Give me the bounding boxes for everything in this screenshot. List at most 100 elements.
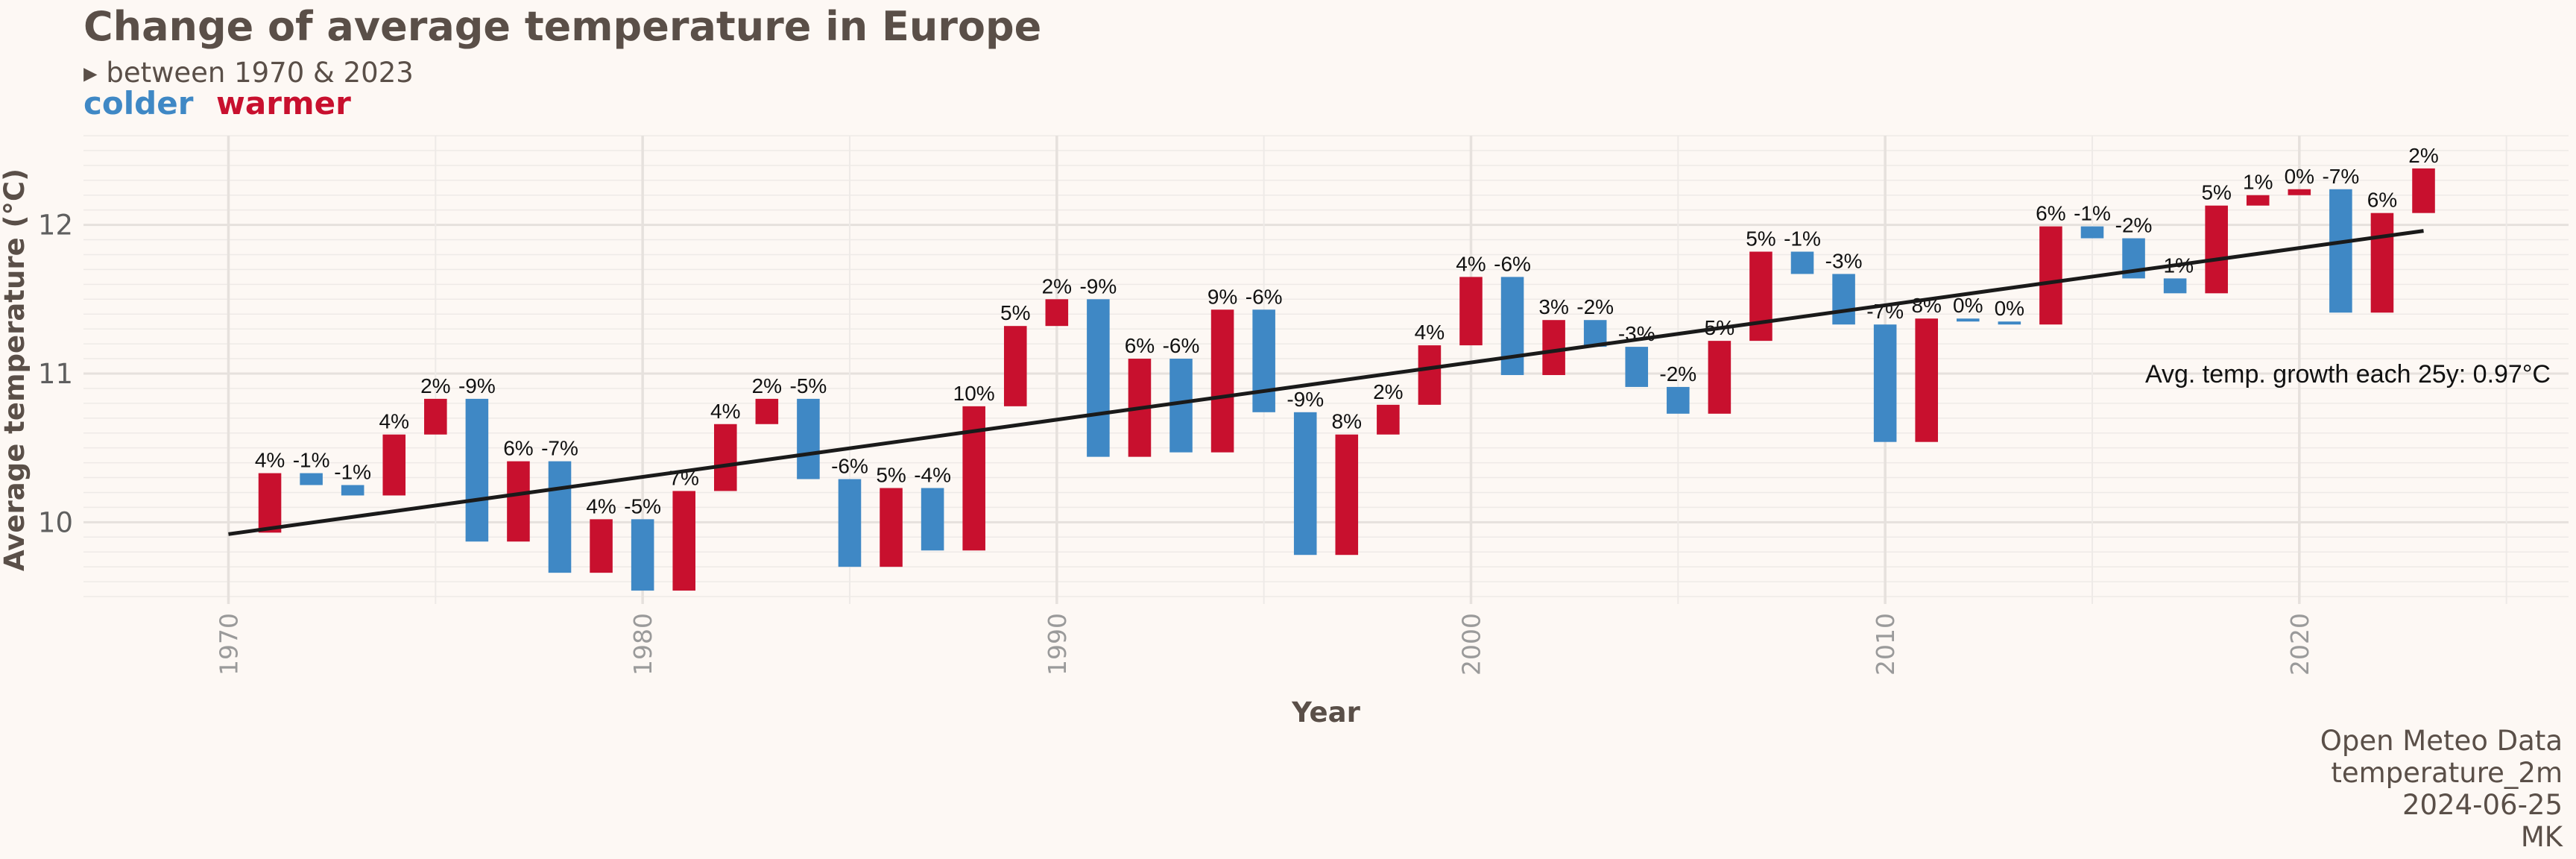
bar-1997 bbox=[1335, 434, 1359, 556]
bar-2004 bbox=[1625, 347, 1649, 387]
caption-source: Open Meteo Data bbox=[2320, 725, 2563, 757]
bar-label-1998: 2% bbox=[1373, 380, 1403, 403]
bar-2012 bbox=[1957, 318, 1980, 322]
bar-label-1989: 5% bbox=[1000, 301, 1030, 324]
bar-label-1975: 2% bbox=[420, 374, 450, 397]
bar-1995 bbox=[1252, 309, 1275, 412]
bar-label-2020: 0% bbox=[2285, 165, 2314, 188]
caption-date: 2024-06-25 bbox=[2402, 789, 2563, 821]
bar-1974 bbox=[382, 434, 406, 496]
y-tick-label-11: 11 bbox=[38, 358, 73, 390]
y-axis-title: Average temperature (°C) bbox=[0, 169, 31, 571]
bar-label-2007: 5% bbox=[1746, 227, 1775, 251]
bar-1973 bbox=[341, 485, 364, 496]
bar-1990 bbox=[1045, 299, 1069, 327]
bar-2000 bbox=[1459, 277, 1483, 346]
trend-line bbox=[228, 229, 2424, 536]
bar-label-2013: 0% bbox=[1995, 297, 2024, 320]
x-tick-label-2010: 2010 bbox=[1871, 613, 1900, 676]
bar-label-2018: 5% bbox=[2201, 181, 2231, 204]
bar-label-2015: -1% bbox=[2074, 202, 2111, 225]
bar-label-2022: 6% bbox=[2367, 189, 2397, 212]
bar-label-1996: -9% bbox=[1287, 388, 1324, 411]
legend-colder: colder bbox=[83, 85, 194, 122]
bar-1996 bbox=[1293, 412, 1317, 556]
bar-label-1977: 6% bbox=[503, 437, 533, 460]
bar-1989 bbox=[1003, 326, 1027, 406]
x-tick-label-1990: 1990 bbox=[1043, 613, 1072, 676]
bar-label-2021: -7% bbox=[2322, 165, 2359, 188]
bar-label-1987: -4% bbox=[914, 463, 951, 486]
bar-1979 bbox=[590, 519, 613, 573]
bar-1994 bbox=[1210, 309, 1234, 453]
x-tick-label-1970: 1970 bbox=[214, 613, 243, 676]
source-caption: Open Meteo Data temperature_2m 2024-06-2… bbox=[2320, 725, 2563, 853]
x-tick-label-1980: 1980 bbox=[628, 613, 657, 676]
bar-label-2003: -2% bbox=[1576, 295, 1614, 318]
bar-2003 bbox=[1583, 320, 1607, 347]
legend: colder warmer bbox=[83, 85, 363, 122]
bar-2023 bbox=[2412, 168, 2435, 213]
bar-1976 bbox=[465, 398, 489, 542]
bar-label-1980: -5% bbox=[624, 494, 661, 517]
bar-2021 bbox=[2329, 189, 2352, 313]
bar-label-1982: 4% bbox=[710, 400, 740, 423]
bar-label-2012: 0% bbox=[1953, 294, 1983, 317]
bar-label-2009: -3% bbox=[1825, 249, 1863, 272]
bar-1987 bbox=[921, 488, 944, 551]
bar-label-2000: 4% bbox=[1456, 252, 1486, 275]
x-tick-label-2020: 2020 bbox=[2285, 613, 2314, 676]
bar-label-2014: 6% bbox=[2036, 202, 2065, 225]
bar-label-1971: 4% bbox=[255, 449, 285, 472]
bar-1993 bbox=[1169, 359, 1193, 453]
caption-author: MK bbox=[2520, 821, 2563, 853]
bar-label-2023: 2% bbox=[2408, 144, 2438, 167]
bar-label-1979: 4% bbox=[586, 494, 616, 517]
bar-1984 bbox=[797, 398, 820, 479]
trend-annotation: Avg. temp. growth each 25y: 0.97°C bbox=[2145, 360, 2551, 388]
bar-2020 bbox=[2288, 189, 2311, 195]
bar-label-1974: 4% bbox=[379, 410, 409, 433]
bar-label-1973: -1% bbox=[334, 461, 371, 484]
chart-subtitle: ▸ between 1970 & 2023 bbox=[83, 57, 414, 89]
bar-label-2001: -6% bbox=[1494, 252, 1531, 275]
bar-1983 bbox=[755, 398, 779, 424]
caption-variable: temperature_2m bbox=[2331, 757, 2563, 789]
bar-1975 bbox=[424, 398, 447, 435]
bar-1978 bbox=[548, 461, 572, 573]
bar-label-1984: -5% bbox=[790, 374, 827, 397]
bar-label-2019: 1% bbox=[2243, 171, 2273, 194]
x-axis-title: Year bbox=[1291, 696, 1360, 729]
y-tick-label-10: 10 bbox=[38, 506, 73, 538]
bar-1971 bbox=[258, 473, 282, 533]
bar-2013 bbox=[1998, 321, 2021, 325]
bar-label-1997: 8% bbox=[1332, 410, 1362, 433]
bar-label-1972: -1% bbox=[293, 449, 330, 472]
bar-label-1986: 5% bbox=[876, 463, 906, 486]
bar-2014 bbox=[2039, 226, 2062, 325]
bar-2011 bbox=[1915, 318, 1938, 442]
bar-label-1993: -6% bbox=[1163, 334, 1200, 357]
bar-label-1990: 2% bbox=[1042, 274, 1072, 298]
x-tick-label-2000: 2000 bbox=[1456, 613, 1486, 676]
bar-2017 bbox=[2163, 278, 2187, 294]
bar-1988 bbox=[962, 406, 985, 551]
bar-label-1988: 10% bbox=[953, 382, 995, 405]
bar-1985 bbox=[838, 479, 862, 567]
bar-label-2008: -1% bbox=[1784, 227, 1821, 251]
bar-label-1985: -6% bbox=[831, 455, 868, 478]
bar-label-1991: -9% bbox=[1079, 274, 1117, 298]
bar-1998 bbox=[1377, 404, 1400, 435]
bar-2002 bbox=[1542, 320, 1565, 375]
bar-2018 bbox=[2205, 205, 2228, 294]
chart-title: Change of average temperature in Europe bbox=[83, 3, 1042, 50]
bar-label-2016: -2% bbox=[2115, 214, 2153, 237]
bar-1980 bbox=[631, 519, 654, 591]
bar-2005 bbox=[1667, 386, 1690, 414]
bar-2022 bbox=[2370, 213, 2394, 313]
bar-label-1999: 4% bbox=[1415, 321, 1445, 344]
bar-1981 bbox=[672, 491, 695, 591]
bar-2006 bbox=[1708, 341, 1731, 414]
bar-label-1995: -6% bbox=[1246, 285, 1283, 308]
